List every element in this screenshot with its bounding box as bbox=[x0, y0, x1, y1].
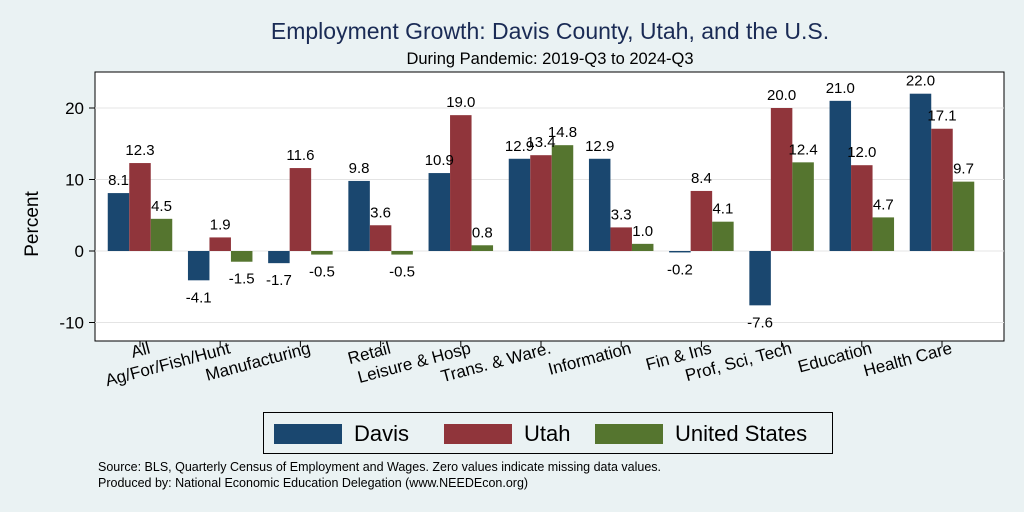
data-label: 4.7 bbox=[873, 196, 894, 213]
data-label: -1.5 bbox=[229, 271, 255, 288]
data-label: 19.0 bbox=[446, 94, 475, 111]
data-label: -0.5 bbox=[389, 264, 415, 281]
x-tick-label: Education bbox=[796, 339, 874, 377]
bar bbox=[792, 162, 814, 251]
data-label: 0.8 bbox=[472, 224, 493, 241]
x-tick-label: Information bbox=[546, 339, 633, 379]
data-label: 12.9 bbox=[505, 138, 534, 155]
data-label: 3.3 bbox=[611, 206, 632, 223]
data-label: 4.1 bbox=[712, 201, 733, 218]
source-note: Source: BLS, Quarterly Census of Employm… bbox=[98, 460, 662, 474]
bar bbox=[268, 251, 290, 264]
bar bbox=[530, 155, 552, 251]
data-label: -4.1 bbox=[186, 289, 212, 306]
bar bbox=[749, 251, 771, 306]
bar bbox=[669, 251, 691, 253]
bar bbox=[952, 181, 975, 251]
data-label: 13.4 bbox=[526, 134, 555, 151]
bar bbox=[471, 245, 494, 251]
data-label: 12.4 bbox=[788, 141, 817, 158]
bar bbox=[129, 163, 151, 251]
data-label: -1.7 bbox=[266, 272, 292, 289]
data-label: 12.0 bbox=[847, 144, 876, 161]
bar bbox=[187, 251, 210, 281]
bar bbox=[712, 221, 734, 251]
legend-swatch-utah bbox=[444, 424, 512, 444]
data-label: 8.1 bbox=[108, 172, 129, 189]
bar bbox=[551, 145, 574, 251]
data-label: 17.1 bbox=[927, 108, 956, 125]
bar bbox=[690, 190, 713, 251]
bar bbox=[508, 158, 531, 251]
data-label: -0.2 bbox=[667, 261, 693, 278]
bar bbox=[311, 251, 333, 255]
y-axis-label: Percent bbox=[22, 191, 43, 257]
data-label: 4.5 bbox=[151, 198, 172, 215]
data-label: -7.6 bbox=[747, 314, 773, 331]
bar bbox=[289, 168, 312, 251]
data-label: 9.8 bbox=[349, 160, 370, 177]
data-label: 1.9 bbox=[210, 216, 231, 233]
data-label: 9.7 bbox=[953, 161, 974, 178]
y-tick-label: 0 bbox=[75, 242, 84, 261]
bar bbox=[107, 193, 130, 251]
legend-label-utah: Utah bbox=[524, 421, 571, 446]
chart-subtitle: During Pandemic: 2019-Q3 to 2024-Q3 bbox=[406, 50, 694, 68]
bar bbox=[829, 100, 852, 251]
produced-note: Produced by: National Economic Education… bbox=[98, 476, 529, 490]
bar bbox=[391, 251, 413, 255]
data-label: 12.3 bbox=[125, 142, 154, 159]
data-label: 11.6 bbox=[286, 147, 314, 164]
bar bbox=[909, 93, 932, 251]
data-label: -0.5 bbox=[309, 264, 335, 281]
data-label: 14.8 bbox=[548, 124, 577, 141]
legend-swatch-davis bbox=[274, 424, 342, 444]
legend-label-united-states: United States bbox=[675, 421, 808, 446]
bar bbox=[209, 237, 231, 251]
legend: Davis Utah United States bbox=[263, 412, 833, 454]
data-label: 21.0 bbox=[826, 80, 855, 97]
legend-label-davis: Davis bbox=[354, 421, 410, 446]
bar bbox=[348, 180, 370, 251]
bar bbox=[770, 108, 793, 251]
x-tick-label: All bbox=[129, 339, 152, 362]
y-tick-label: 10 bbox=[65, 171, 84, 190]
bar bbox=[631, 243, 654, 251]
data-label: 12.9 bbox=[585, 138, 614, 155]
bar bbox=[450, 115, 472, 252]
x-tick-label: Health Care bbox=[861, 339, 954, 381]
bar bbox=[230, 251, 253, 262]
bar bbox=[369, 225, 392, 251]
data-label: 10.9 bbox=[425, 152, 454, 169]
bar bbox=[150, 218, 173, 251]
bar bbox=[851, 165, 873, 251]
data-label: 22.0 bbox=[906, 73, 935, 90]
bar bbox=[931, 128, 953, 251]
bar bbox=[872, 217, 895, 251]
bar bbox=[588, 158, 611, 251]
legend-swatch-united-states bbox=[595, 424, 663, 444]
bar bbox=[428, 173, 451, 251]
chart-title: Employment Growth: Davis County, Utah, a… bbox=[270, 18, 830, 44]
y-tick-label: -10 bbox=[59, 314, 84, 333]
bar bbox=[610, 227, 632, 251]
data-label: 20.0 bbox=[767, 87, 796, 104]
data-label: 1.0 bbox=[632, 223, 653, 240]
y-tick-label: 20 bbox=[65, 99, 84, 118]
data-label: 3.6 bbox=[370, 204, 391, 221]
data-label: 8.4 bbox=[691, 170, 712, 187]
